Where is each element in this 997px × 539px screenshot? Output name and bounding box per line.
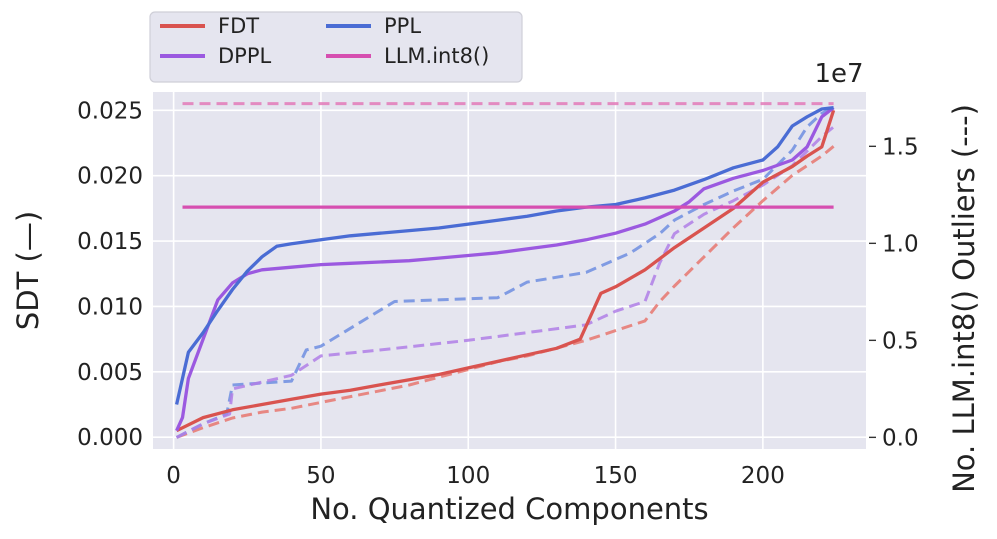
x-tick-label: 150 [594,463,638,489]
x-tick-label: 200 [741,463,785,489]
legend-label: FDT [218,14,259,38]
x-tick-label: 50 [306,463,335,489]
y-tick-label: 0.010 [77,294,143,320]
y2-tick-label: 1.0 [882,231,919,257]
y2-tick-label: 0.5 [882,328,919,354]
y-tick-label: 0.025 [77,98,143,124]
series-dppl-outliers-dashed [175,125,835,439]
series-fdt-sdt-solid [175,109,836,433]
y2-tick-label: 1.5 [882,134,919,160]
series-ppl-sdt-solid [174,106,834,405]
x-tick-label: 0 [166,463,181,489]
legend-label: DPPL [218,44,271,68]
y2-tick-label: 0.0 [882,425,919,451]
y2-axis-label: No. LLM.int8() Outliers (---) [947,104,981,493]
x-axis-label: No. Quantized Components [310,492,708,526]
legend-label: LLM.int8() [384,44,489,68]
legend: FDT PPL DPPL LLM.int8() [149,11,523,83]
y-tick-label: 0.005 [77,360,143,386]
series-layer [174,102,836,439]
y-tick-label: 0.015 [77,229,143,255]
y-axis-label: SDT (—) [11,211,45,330]
legend-box [149,11,523,83]
y-tick-label: 0.000 [77,425,143,451]
ticks: 0 50 100 150 200 0.000 0.005 0.010 0.015 0.020 0.0… [77,98,918,489]
series-dppl-sdt-solid [175,106,835,432]
legend-label: PPL [384,14,421,38]
y2-offset-label: 1e7 [814,59,863,89]
y-tick-label: 0.020 [77,164,143,190]
x-tick-label: 100 [446,463,490,489]
